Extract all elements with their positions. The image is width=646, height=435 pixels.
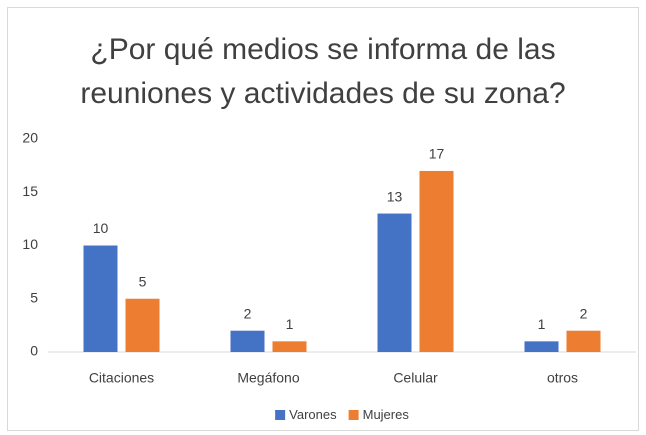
legend-swatch <box>275 410 286 420</box>
bar <box>566 330 601 352</box>
x-tick-label: Celular <box>393 370 438 386</box>
legend-item: Mujeres <box>348 407 410 422</box>
x-tick-label: Megáfono <box>237 370 299 386</box>
chart-border <box>7 7 639 431</box>
bar <box>125 298 160 352</box>
y-tick-label: 20 <box>22 130 38 146</box>
bar <box>524 341 559 352</box>
data-label: 2 <box>244 305 252 321</box>
y-tick-label: 0 <box>30 343 38 359</box>
chart-title: ¿Por qué medios se informa de las reunio… <box>80 33 566 110</box>
bar <box>230 330 265 352</box>
x-tick-label: otros <box>547 370 578 386</box>
bar <box>83 245 118 352</box>
legend-swatch <box>348 410 359 420</box>
data-label: 5 <box>139 273 147 289</box>
y-tick-label: 5 <box>30 289 38 305</box>
data-label: 13 <box>387 188 403 204</box>
y-tick-label: 10 <box>22 236 38 252</box>
data-label: 10 <box>93 220 109 236</box>
legend-label: Mujeres <box>363 407 410 422</box>
data-label: 1 <box>538 316 546 332</box>
legend-item: Varones <box>275 407 337 422</box>
data-label: 2 <box>580 305 588 321</box>
data-label: 17 <box>429 146 445 162</box>
bar <box>377 213 412 352</box>
legend-label: Varones <box>289 407 337 422</box>
y-tick-label: 15 <box>22 183 38 199</box>
bar <box>419 170 454 352</box>
data-label: 1 <box>286 316 294 332</box>
bar <box>272 341 307 352</box>
x-tick-label: Citaciones <box>89 370 154 386</box>
